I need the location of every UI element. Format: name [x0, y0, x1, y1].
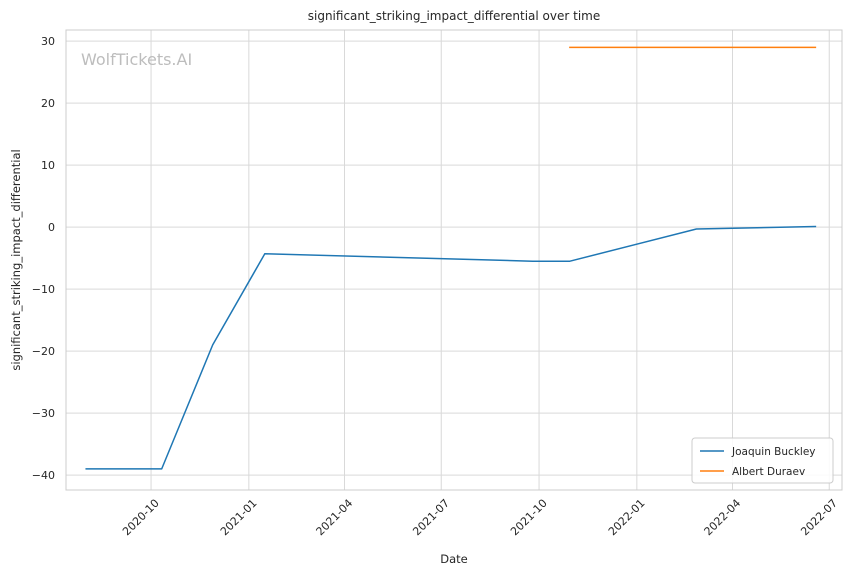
y-tick-label: 0 — [48, 221, 55, 234]
legend-label-albert-duraev: Albert Duraev — [732, 466, 805, 478]
legend-box — [691, 437, 834, 484]
chart-title: significant_striking_impact_differential… — [308, 9, 600, 23]
legend: Joaquin Buckley Albert Duraev — [691, 437, 834, 484]
y-tick-label: −20 — [32, 345, 55, 358]
y-tick-label: 10 — [41, 159, 55, 172]
y-tick-label: −10 — [32, 283, 55, 296]
x-axis-label: Date — [440, 552, 468, 566]
legend-label-joaquin-buckley: Joaquin Buckley — [731, 446, 816, 458]
series-line-joaquin-buckley — [85, 225, 817, 470]
y-tick-label: 30 — [41, 35, 55, 48]
y-axis-label: significant_striking_impact_differential — [9, 149, 23, 370]
series-lines — [85, 46, 817, 470]
plot-frame — [65, 29, 843, 491]
y-tick-label: −30 — [32, 407, 55, 420]
y-tick-label: 20 — [41, 97, 55, 110]
watermark-text: WolfTickets.AI — [81, 50, 192, 69]
y-tick-labels: 30 20 10 0 −10 −20 −30 −40 — [32, 35, 55, 482]
grid-lines — [66, 30, 842, 490]
y-tick-label: −40 — [32, 469, 55, 482]
